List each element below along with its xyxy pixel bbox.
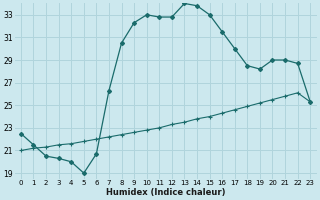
X-axis label: Humidex (Indice chaleur): Humidex (Indice chaleur) (106, 188, 225, 197)
